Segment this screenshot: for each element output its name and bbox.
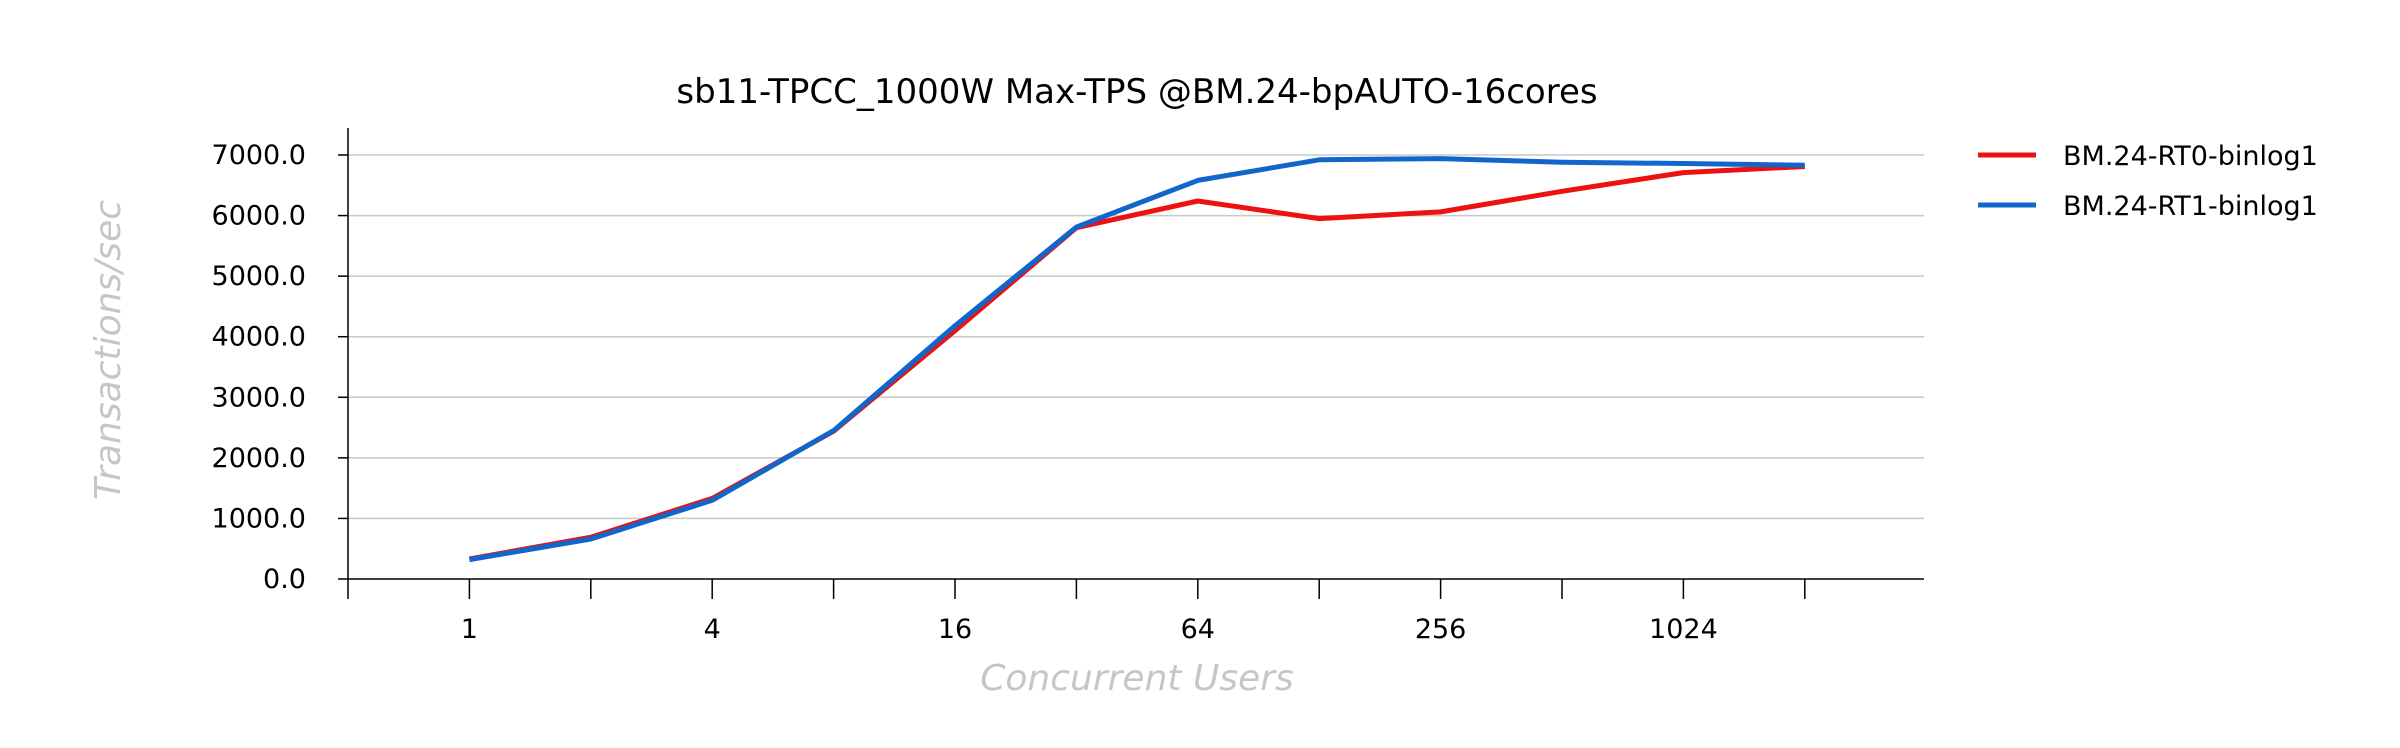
series-lines bbox=[468, 156, 1805, 563]
axes bbox=[347, 128, 1924, 580]
y-tick-label: 1000.0 bbox=[212, 503, 306, 534]
y-tick-label: 0.0 bbox=[263, 564, 306, 595]
y-tick-label: 3000.0 bbox=[212, 382, 306, 413]
x-tick-label: 1 bbox=[461, 614, 478, 645]
y-tick-label: 7000.0 bbox=[212, 140, 306, 171]
x-tick-label: 256 bbox=[1415, 614, 1467, 645]
legend-label-1: BM.24-RT0-binlog1 bbox=[2063, 141, 2318, 172]
series-line-1 bbox=[468, 164, 1805, 562]
chart-title: sb11-TPCC_1000W Max-TPS @BM.24-bpAUTO-16… bbox=[676, 72, 1597, 112]
y-tick-label: 6000.0 bbox=[212, 201, 306, 232]
legend-label-2: BM.24-RT1-binlog1 bbox=[2063, 191, 2318, 222]
x-axis-label: Concurrent Users bbox=[980, 658, 1294, 699]
legend: BM.24-RT0-binlog1 BM.24-RT1-binlog1 bbox=[1978, 141, 2318, 222]
x-tick-label: 4 bbox=[704, 614, 721, 645]
y-tick-label: 4000.0 bbox=[212, 322, 306, 353]
y-tick-label: 2000.0 bbox=[212, 443, 306, 474]
y-tick-label: 5000.0 bbox=[212, 261, 306, 292]
series-line-2 bbox=[468, 156, 1805, 563]
y-axis-label: Transactions/sec bbox=[88, 200, 129, 500]
y-axis-ticks: 0.0 1000.0 2000.0 3000.0 4000.0 5000.0 6000.0 7… bbox=[212, 140, 348, 595]
x-tick-label: 16 bbox=[938, 614, 972, 645]
x-axis-ticks: 1 4 16 64 256 1024 bbox=[347, 579, 1806, 645]
x-tick-label: 1024 bbox=[1649, 614, 1718, 645]
x-tick-label: 64 bbox=[1181, 614, 1215, 645]
grid-lines bbox=[348, 154, 1924, 520]
